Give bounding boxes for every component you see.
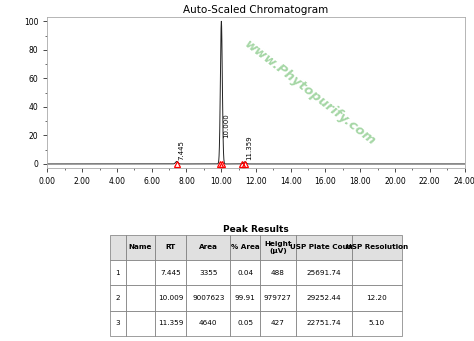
Text: Peak Results: Peak Results <box>223 225 289 234</box>
Text: 7.445: 7.445 <box>179 140 184 160</box>
Text: 10.000: 10.000 <box>223 114 229 138</box>
Text: www.Phytopurify.com: www.Phytopurify.com <box>242 38 378 148</box>
Text: 11.359: 11.359 <box>246 136 253 160</box>
Title: Auto-Scaled Chromatogram: Auto-Scaled Chromatogram <box>183 5 328 15</box>
